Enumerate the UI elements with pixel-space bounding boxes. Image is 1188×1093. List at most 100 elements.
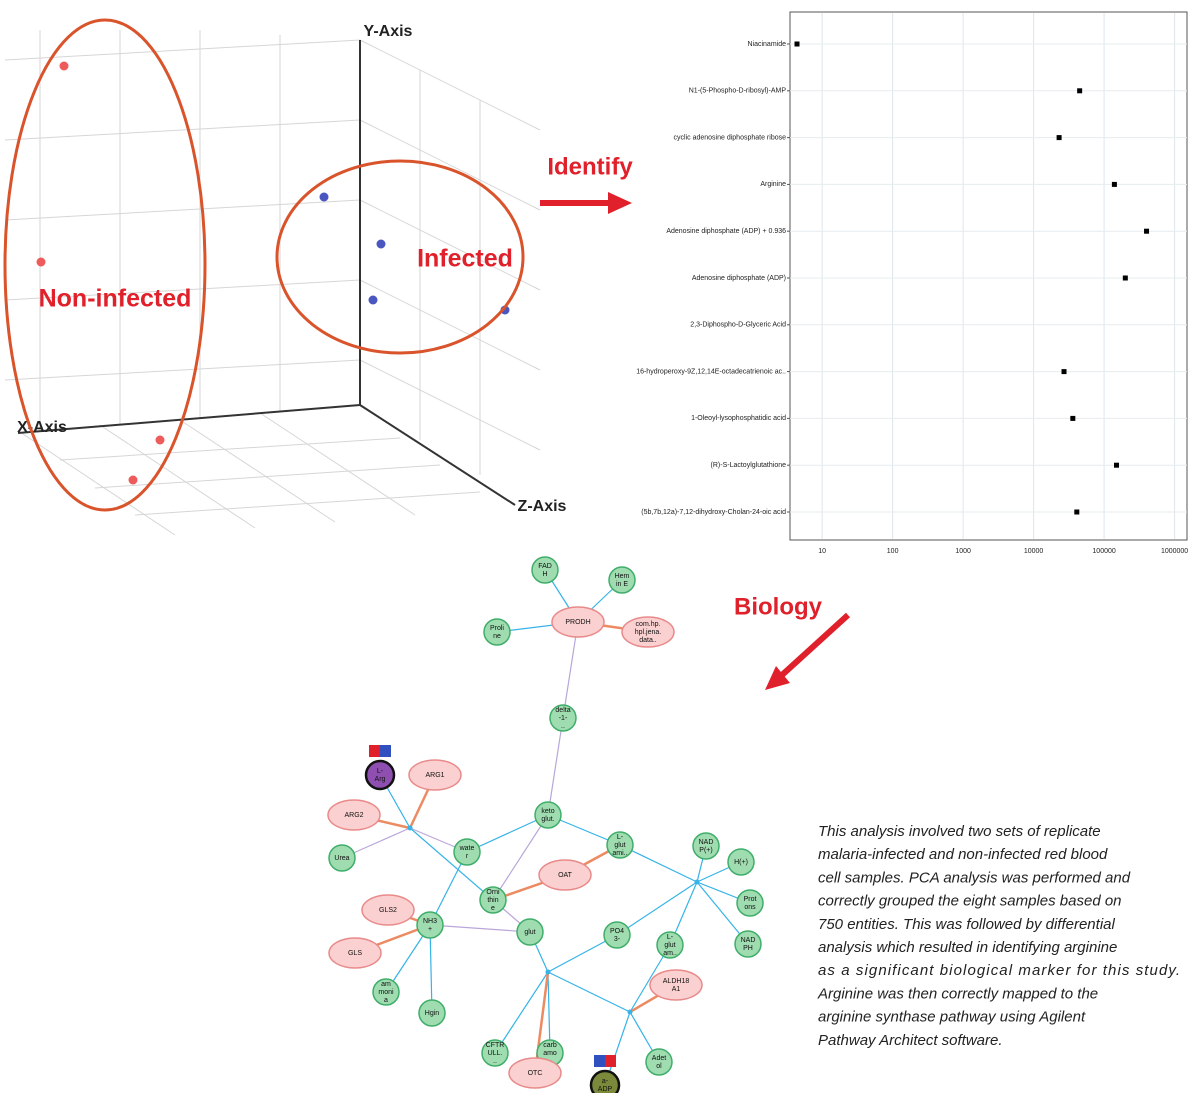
network-edge xyxy=(616,881,698,936)
node-label: L-glut ami.. xyxy=(612,834,627,857)
node-shape xyxy=(483,618,511,646)
y-tick-label: (R)-S-Lactoylglutathione xyxy=(711,462,787,469)
network-node: H(+) xyxy=(727,848,755,876)
node-label: NAD P(+) xyxy=(699,839,714,854)
caption-line: correctly grouped the eight samples base… xyxy=(818,893,1122,910)
node-shape xyxy=(328,844,356,872)
node-shape xyxy=(516,918,544,946)
network-edge xyxy=(494,971,549,1054)
node-badge xyxy=(380,745,391,757)
network-node: glut xyxy=(516,918,544,946)
x-tick-label: 10000 xyxy=(1024,548,1044,555)
node-label: PRODH xyxy=(565,619,590,626)
network-node: wate r xyxy=(453,838,481,866)
data-point xyxy=(1114,462,1120,468)
y-tick-label: N1-(5-Phospho-D-ribosyl)-AMP xyxy=(689,88,787,95)
caption-line: 750 entities. This was followed by diffe… xyxy=(818,916,1115,933)
network-node: Adet ol xyxy=(645,1048,673,1076)
network-node: am moni a xyxy=(372,978,400,1006)
data-point xyxy=(1111,181,1117,187)
pca-plot: Y-Axis X-Axis Z-Axis Non-infected Infect… xyxy=(3,18,567,536)
identify-arrow xyxy=(540,192,632,214)
node-label: Orni thin e xyxy=(486,889,500,912)
caption-line: arginine synthase pathway using Agilent xyxy=(818,1009,1086,1026)
node-shape xyxy=(531,556,559,584)
caption-line: Pathway Architect software. xyxy=(818,1032,1003,1049)
caption-line: Arginine was then correctly mapped to th… xyxy=(817,985,1098,1002)
x-tick-label: 100000 xyxy=(1092,548,1115,555)
pca-grid xyxy=(4,30,541,536)
x-tick-label: 100 xyxy=(887,548,899,555)
network-node: Urea xyxy=(328,844,356,872)
node-shape xyxy=(649,969,703,1001)
network-node: NAD PH xyxy=(734,930,762,958)
node-label: H(+) xyxy=(734,859,748,866)
node-shape xyxy=(608,566,636,594)
node-label: PO4 3- xyxy=(610,928,624,943)
y-axis-label: Y-Axis xyxy=(364,23,413,40)
network-edge xyxy=(547,717,564,816)
plot-frame xyxy=(789,11,1188,541)
network-node: NH3 + xyxy=(416,911,444,939)
network-node: CFTR ULL... xyxy=(481,1039,509,1067)
node-label: Hem in E xyxy=(615,573,630,588)
node-shape xyxy=(549,704,577,732)
network-node: delta -1-.. xyxy=(549,704,577,732)
node-shape xyxy=(692,832,720,860)
node-label: CFTR ULL... xyxy=(486,1042,505,1065)
node-shape xyxy=(656,931,684,959)
node-label: FAD H xyxy=(538,563,552,578)
network-edge xyxy=(547,971,631,1013)
group-label: Infected xyxy=(417,245,513,273)
node-label: NAD PH xyxy=(741,937,756,952)
sample-points xyxy=(36,61,510,485)
node-shape xyxy=(645,1048,673,1076)
node-label: OTC xyxy=(528,1070,543,1077)
sample-point xyxy=(368,295,378,305)
x-axis-label: X-Axis xyxy=(17,419,67,436)
network-node: PO4 3- xyxy=(603,921,631,949)
sample-point xyxy=(376,239,386,249)
z-axis-label: Z-Axis xyxy=(518,498,567,515)
arrow-label: Biology xyxy=(734,593,823,620)
network-edge xyxy=(409,827,494,901)
node-badge xyxy=(594,1055,605,1067)
node-shape xyxy=(589,1069,621,1093)
caption-line: as a significant biological marker for t… xyxy=(818,962,1180,979)
node-shape xyxy=(453,838,481,866)
node-label: wate r xyxy=(459,845,475,860)
y-tick-label: Adenosine diphosphate (ADP) + 0.936 xyxy=(666,228,786,235)
node-shape xyxy=(621,616,675,648)
network-edge xyxy=(429,924,531,933)
z-axis xyxy=(359,404,516,506)
node-label: ARG2 xyxy=(344,812,363,819)
network-node: Hgin xyxy=(418,999,446,1027)
network-node: OAT xyxy=(538,859,592,891)
node-shape xyxy=(327,799,381,831)
network-node: L-Arg xyxy=(364,745,396,791)
node-label: OAT xyxy=(558,872,573,879)
node-shape xyxy=(606,831,634,859)
network-node: L-glut am.. xyxy=(656,931,684,959)
network-edge xyxy=(492,814,549,901)
network-edge xyxy=(429,924,433,1014)
reaction-hub xyxy=(694,879,700,885)
network-node: Hem in E xyxy=(608,566,636,594)
node-shape xyxy=(416,911,444,939)
node-shape xyxy=(736,889,764,917)
node-shape xyxy=(328,937,382,969)
network-node: ARG1 xyxy=(408,759,462,791)
node-shape xyxy=(508,1057,562,1089)
node-shape xyxy=(479,886,507,914)
network-node: Orni thin e xyxy=(479,886,507,914)
data-point xyxy=(1074,509,1080,515)
node-label: glut xyxy=(524,929,535,936)
network-edge xyxy=(619,844,698,883)
biology-arrow xyxy=(765,612,851,690)
y-tick-label: Adenosine diphosphate (ADP) xyxy=(692,275,786,282)
node-label: GLS2 xyxy=(379,907,397,914)
y-tick-label: cyclic adenosine diphosphate ribose xyxy=(674,134,787,141)
y-tick-label: Niacinamide xyxy=(747,41,786,48)
node-shape xyxy=(734,930,762,958)
